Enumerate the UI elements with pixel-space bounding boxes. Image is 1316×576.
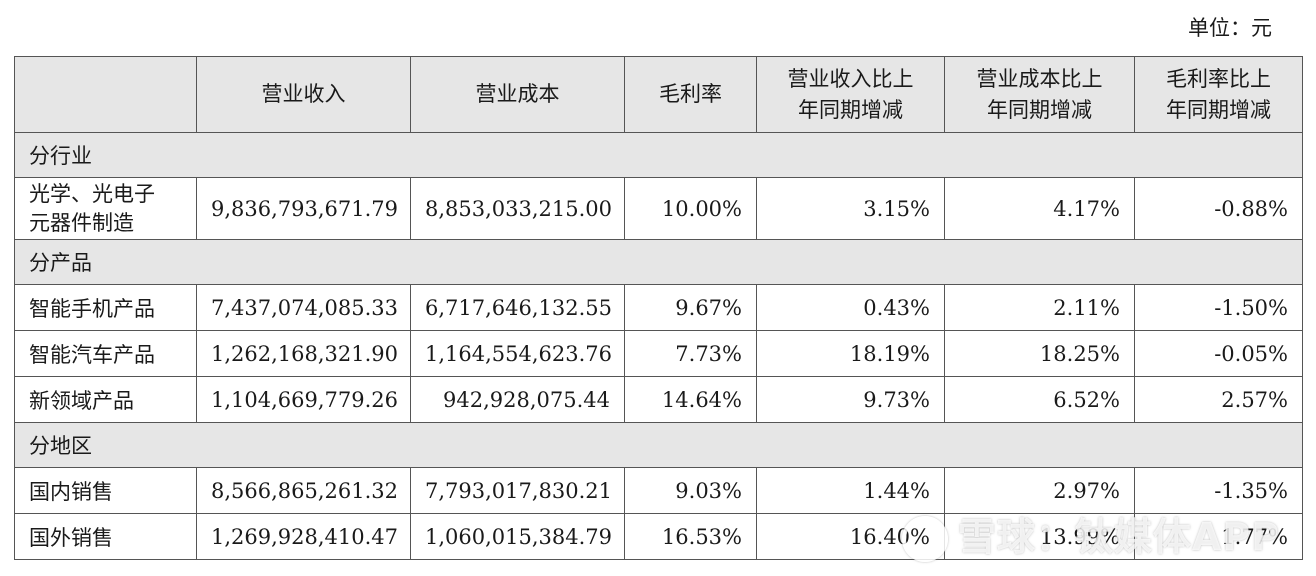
- section-row-industry: 分行业: [14, 132, 1303, 178]
- header-margin-yoy: 毛利率比上 年同期增减: [1134, 56, 1303, 133]
- cell-cost: 1,164,554,623.76: [410, 330, 625, 377]
- row-label: 智能手机产品: [14, 284, 197, 331]
- section-title: 分地区: [14, 422, 1303, 468]
- header-cost: 营业成本: [410, 56, 625, 133]
- header-blank: [14, 56, 197, 133]
- cell-cost-yoy: 4.17%: [944, 177, 1135, 240]
- cell-margin-yoy: 2.57%: [1134, 376, 1303, 423]
- header-margin: 毛利率: [624, 56, 757, 133]
- row-label: 光学、光电子 元器件制造: [14, 177, 197, 240]
- cell-cost-yoy: 2.97%: [944, 467, 1135, 514]
- cell-margin: 16.53%: [624, 513, 757, 560]
- header-cost-yoy: 营业成本比上 年同期增减: [944, 56, 1135, 133]
- cell-cost-yoy: 13.99%: [944, 513, 1135, 560]
- row-label: 智能汽车产品: [14, 330, 197, 377]
- cell-revenue: 7,437,074,085.33: [196, 284, 411, 331]
- section-title: 分行业: [14, 132, 1303, 178]
- cell-revenue-yoy: 9.73%: [756, 376, 945, 423]
- financial-table: 营业收入 营业成本 毛利率 营业收入比上 年同期增减 营业成本比上 年同期增减 …: [14, 56, 1303, 560]
- header-cost-yoy-line2: 年同期增减: [987, 97, 1092, 122]
- row-label: 新领域产品: [14, 376, 197, 423]
- cell-margin: 14.64%: [624, 376, 757, 423]
- cell-margin: 10.00%: [624, 177, 757, 240]
- cell-revenue-yoy: 0.43%: [756, 284, 945, 331]
- header-cost-yoy-line1: 营业成本比上: [976, 66, 1103, 91]
- cell-cost: 6,717,646,132.55: [410, 284, 625, 331]
- cell-revenue-yoy: 3.15%: [756, 177, 945, 240]
- cell-margin: 9.03%: [624, 467, 757, 514]
- unit-label: 单位：元: [1188, 16, 1272, 40]
- cell-cost: 1,060,015,384.79: [410, 513, 625, 560]
- table-row: 智能汽车产品 1,262,168,321.90 1,164,554,623.76…: [14, 330, 1303, 377]
- row-label: 国外销售: [14, 513, 197, 560]
- cell-cost-yoy: 18.25%: [944, 330, 1135, 377]
- header-revenue: 营业收入: [196, 56, 411, 133]
- row-label: 国内销售: [14, 467, 197, 514]
- section-row-product: 分产品: [14, 239, 1303, 285]
- header-revenue-yoy-line2: 年同期增减: [798, 97, 903, 122]
- cell-revenue: 9,836,793,671.79: [196, 177, 411, 240]
- table-row: 光学、光电子 元器件制造 9,836,793,671.79 8,853,033,…: [14, 177, 1303, 240]
- cell-margin-yoy: 1.77%: [1134, 513, 1303, 560]
- cell-cost-yoy: 6.52%: [944, 376, 1135, 423]
- cell-margin: 7.73%: [624, 330, 757, 377]
- header-margin-yoy-line2: 年同期增减: [1166, 97, 1271, 122]
- section-title: 分产品: [14, 239, 1303, 285]
- cell-cost: 8,853,033,215.00: [410, 177, 625, 240]
- cell-revenue: 1,104,669,779.26: [196, 376, 411, 423]
- table-row: 新领域产品 1,104,669,779.26 942,928,075.44 14…: [14, 376, 1303, 423]
- cell-margin-yoy: -0.05%: [1134, 330, 1303, 377]
- table-header-row: 营业收入 营业成本 毛利率 营业收入比上 年同期增减 营业成本比上 年同期增减 …: [14, 56, 1303, 133]
- cell-revenue: 8,566,865,261.32: [196, 467, 411, 514]
- snowball-logo-icon: [901, 516, 948, 562]
- cell-margin-yoy: -0.88%: [1134, 177, 1303, 240]
- header-revenue-yoy: 营业收入比上 年同期增减: [756, 56, 945, 133]
- cell-revenue: 1,269,928,410.47: [196, 513, 411, 560]
- table-row: 智能手机产品 7,437,074,085.33 6,717,646,132.55…: [14, 284, 1303, 331]
- cell-revenue-yoy: 18.19%: [756, 330, 945, 377]
- cell-margin-yoy: -1.50%: [1134, 284, 1303, 331]
- header-margin-yoy-line1: 毛利率比上: [1166, 66, 1271, 91]
- section-row-region: 分地区: [14, 422, 1303, 468]
- cell-cost-yoy: 2.11%: [944, 284, 1135, 331]
- header-revenue-yoy-line1: 营业收入比上: [787, 66, 914, 91]
- watermark: 雪球：钛媒体APP: [901, 506, 1280, 562]
- cell-cost: 942,928,075.44: [410, 376, 625, 423]
- watermark-text: 雪球：钛媒体APP: [957, 514, 1280, 559]
- cell-margin: 9.67%: [624, 284, 757, 331]
- row-label-line2: 元器件制造: [29, 210, 134, 235]
- cell-revenue: 1,262,168,321.90: [196, 330, 411, 377]
- row-label-line1: 光学、光电子: [29, 181, 155, 206]
- cell-cost: 7,793,017,830.21: [410, 467, 625, 514]
